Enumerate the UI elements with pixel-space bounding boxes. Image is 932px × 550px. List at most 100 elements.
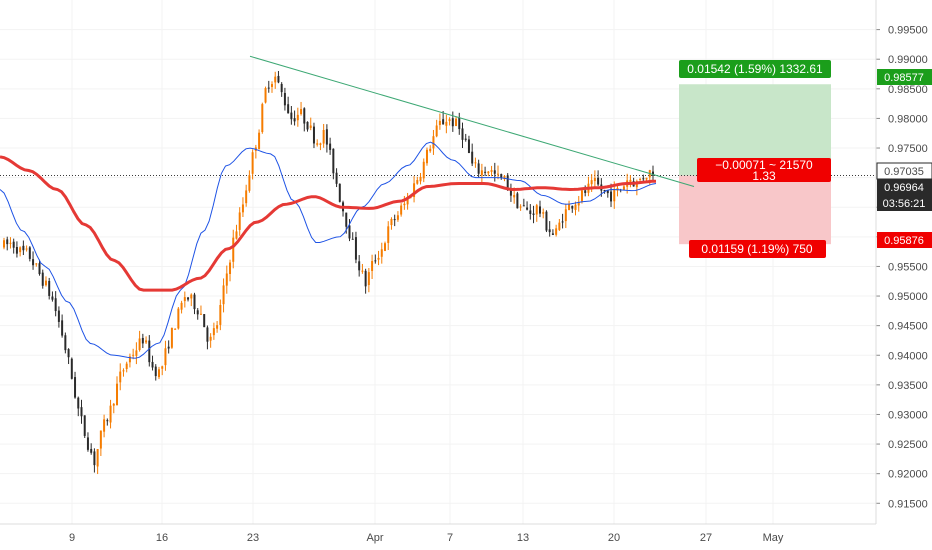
candle-body [51,296,54,300]
candle-body [416,180,419,184]
candle-body [19,247,22,253]
price-tick-label: 0.94500 [888,321,928,333]
candle-body [203,314,206,328]
candle-body [296,114,299,121]
candle-body [170,327,173,348]
candle-body [613,189,616,202]
time-axis-ticks: 9 16 23 Apr 7 13 20 27 May [0,523,876,544]
profit-label: 0.01542 (1.59%) 1332.61 [679,60,831,78]
loss-label: 0.01159 (1.19%) 750 [689,240,826,258]
candle-body [642,178,645,180]
candle-body [477,163,480,174]
candle-body [12,241,15,248]
candle-body [135,350,138,356]
time-tick-label: 20 [608,532,620,544]
candle-body [103,419,106,432]
candle-body [3,240,5,248]
candle-body [319,143,322,145]
candle-body [584,190,587,193]
candle-body [267,87,270,89]
candle-body [497,173,500,175]
candle-body [358,261,361,271]
candle-body [380,249,383,257]
candle-body [258,132,261,150]
candle-body [6,239,9,245]
price-tag-target-bg [877,69,932,85]
candle-body [574,204,577,210]
price-tick-label: 0.92500 [888,439,928,451]
candle-body [206,327,209,342]
sma-fast-line [0,141,657,359]
candle-body [309,125,312,128]
price-tick-label: 0.93500 [888,380,928,392]
candle-body [277,75,280,83]
candle-body [86,437,89,450]
candle-body [384,243,387,251]
price-tag-countdown-bg [877,195,932,211]
price-tag-countdown: 03:56:21 [877,195,932,211]
candle-body [529,210,532,215]
candle-body [274,76,277,83]
candle-body [161,366,164,369]
loss-label-text: 0.01159 (1.19%) 750 [701,242,813,256]
candle-body [290,112,293,120]
candle-body [464,138,467,140]
candle-body [597,177,600,185]
candle-body [652,171,654,176]
candle-body [509,188,512,196]
candle-body [445,121,448,126]
candle-body [261,104,264,133]
center-label-box [697,158,831,182]
candle-body [157,369,160,378]
price-tick-label: 0.99500 [888,25,928,37]
time-axis-background[interactable] [0,524,932,550]
candle-body [270,84,273,87]
candle-body [216,325,219,329]
candle-body [532,213,535,215]
price-axis-background[interactable] [876,0,932,524]
candle-body [325,129,328,145]
time-tick-label: 16 [156,532,168,544]
price-tick-label: 0.94000 [888,350,928,362]
price-tag-sma-bg [877,179,932,195]
candle-body [248,175,251,191]
candle-body [438,120,441,126]
candle-body [232,237,235,262]
candle-body [306,121,309,130]
candle-body [41,272,44,286]
candle-body [116,383,119,406]
candle-body [393,219,396,221]
candle-body [487,171,490,174]
candle-body [196,310,199,315]
candle-body [138,338,141,350]
trendline[interactable] [249,55,695,187]
candle-body [432,136,435,149]
candle-body [374,260,377,262]
candle-body [480,170,483,176]
candle-body [568,204,571,211]
sma-slow-line [0,155,657,292]
candle-body [577,201,580,206]
candle-body [32,259,35,266]
candle-body [28,247,31,259]
candle-body [177,308,180,329]
candle-body [287,104,290,114]
price-tag-target: 0.98577 [877,69,932,85]
candle-body [38,263,41,275]
candle-body [603,189,606,192]
candle-body [500,174,503,178]
candle-body [229,262,232,275]
candle-body [338,183,341,202]
price-tick-label: 0.95500 [888,261,928,273]
candle-body [467,139,470,153]
candle-body [322,130,325,144]
time-tick-label: 23 [247,532,259,544]
candle-body [493,170,496,174]
candle-body [22,245,25,251]
candle-body [351,238,354,240]
candle-body [461,128,464,140]
candle-body [590,180,593,185]
candle-body [513,194,516,198]
candle-body [283,92,286,106]
